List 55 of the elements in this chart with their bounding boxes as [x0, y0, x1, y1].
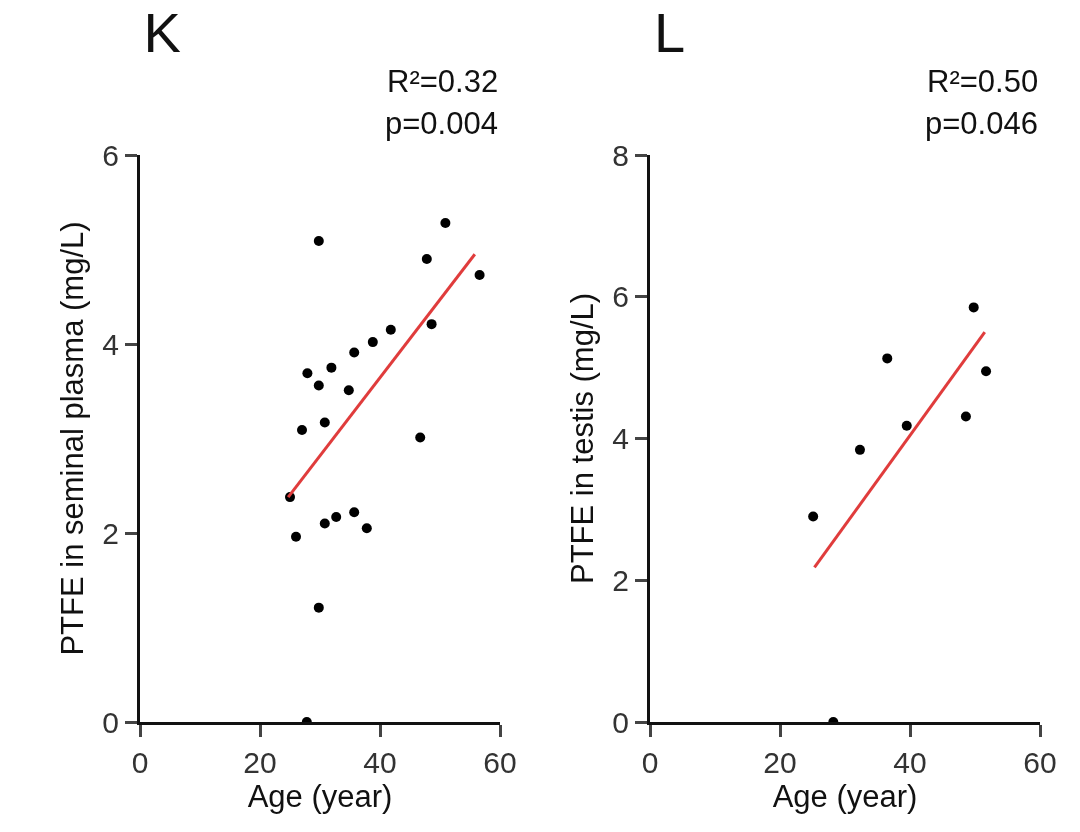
- point: [968, 302, 979, 313]
- y-tick-label: 2: [612, 563, 629, 597]
- point: [440, 218, 451, 229]
- x-tick-label: 60: [483, 746, 517, 779]
- point: [349, 507, 360, 518]
- point: [421, 253, 432, 264]
- point: [291, 531, 301, 542]
- x-tick-label: 40: [893, 746, 927, 779]
- y-tick-label: 4: [102, 327, 119, 361]
- y-tick-label: 4: [612, 422, 629, 455]
- x-axis-title: Age (year): [247, 779, 393, 814]
- y-tick-label: 6: [102, 138, 119, 172]
- point: [882, 353, 893, 364]
- point: [302, 368, 313, 379]
- point: [297, 425, 307, 435]
- point: [313, 602, 324, 613]
- x-tick-label: 0: [641, 746, 659, 779]
- point: [326, 362, 337, 373]
- text: R²=0.50: [927, 64, 1039, 99]
- point: [415, 432, 426, 443]
- y-tick-label: 2: [102, 516, 119, 550]
- point: [313, 236, 324, 246]
- point: [319, 518, 330, 529]
- point: [854, 444, 865, 455]
- x-tick-label: 0: [131, 746, 149, 779]
- point: [474, 270, 485, 281]
- chart-title: L: [653, 0, 686, 64]
- text: p=0.004: [385, 106, 498, 141]
- point: [367, 337, 378, 348]
- x-axis-title: Age (year): [772, 779, 918, 814]
- point: [349, 347, 360, 358]
- y-tick-label: 8: [612, 138, 629, 172]
- x-tick-label: 20: [243, 746, 277, 779]
- point: [343, 385, 354, 396]
- text: p=0.046: [925, 106, 1038, 141]
- x-tick-label: 40: [363, 746, 397, 779]
- text: R²=0.32: [387, 64, 499, 99]
- point: [960, 411, 971, 422]
- point: [385, 324, 396, 335]
- chart-title: K: [143, 0, 181, 64]
- y-axis-title: PTFE in seminal plasma (mg/L): [54, 221, 90, 656]
- point: [361, 523, 372, 534]
- point: [426, 319, 437, 330]
- x-tick-label: 20: [763, 746, 797, 779]
- point: [331, 511, 342, 522]
- y-axis-title: PTFE in testis (mg/L): [564, 292, 600, 585]
- point: [808, 511, 819, 522]
- point: [901, 420, 912, 431]
- y-tick-label: 6: [612, 280, 629, 314]
- x-tick-label: 60: [1023, 746, 1057, 779]
- y-tick-label: 0: [612, 705, 629, 739]
- point: [313, 380, 324, 391]
- point: [981, 366, 992, 377]
- y-tick-label: 0: [102, 705, 119, 739]
- point: [319, 417, 330, 428]
